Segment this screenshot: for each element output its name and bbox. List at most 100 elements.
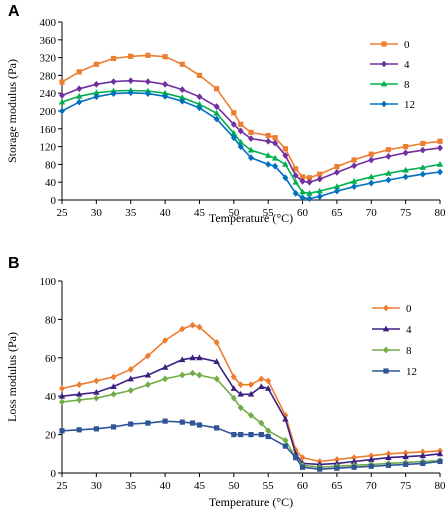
data-point <box>248 432 254 438</box>
y-tick-label: 100 <box>40 276 57 288</box>
data-point <box>196 371 203 379</box>
data-point <box>110 90 117 98</box>
data-point <box>437 168 443 176</box>
legend-marker <box>382 325 390 332</box>
legend-label: 12 <box>406 366 417 378</box>
data-point <box>237 143 244 150</box>
data-point <box>306 178 313 186</box>
x-tick-label: 50 <box>228 480 240 492</box>
data-point <box>272 135 278 141</box>
x-tick-label: 65 <box>331 480 343 492</box>
x-tick-label: 70 <box>366 480 378 492</box>
x-tick-label: 60 <box>297 207 309 219</box>
data-point <box>299 177 306 185</box>
data-point <box>93 426 99 432</box>
data-point <box>351 157 357 163</box>
panel-a: A25 30 35 40 45 50 55 60 65 70 75 80040801201602002… <box>5 3 446 225</box>
data-point <box>161 89 169 96</box>
data-point <box>196 323 203 331</box>
x-tick-label: 25 <box>57 480 69 492</box>
data-point <box>162 418 168 424</box>
data-point <box>368 151 374 157</box>
data-point <box>368 452 375 460</box>
data-point <box>385 462 392 468</box>
data-point <box>282 146 288 152</box>
data-point <box>58 98 66 105</box>
data-point <box>385 169 392 176</box>
data-point <box>144 352 151 360</box>
data-point <box>76 85 83 93</box>
x-tick-label: 45 <box>194 207 206 219</box>
x-tick-label: 55 <box>263 207 275 219</box>
series-12 <box>59 89 443 203</box>
series-0 <box>59 52 443 181</box>
data-point <box>59 428 65 434</box>
data-point <box>385 454 392 461</box>
data-point <box>265 433 271 440</box>
data-point <box>179 86 186 94</box>
data-point <box>306 195 313 203</box>
data-point <box>189 369 196 377</box>
data-point <box>265 137 272 145</box>
series-4 <box>59 77 443 186</box>
data-point <box>144 90 151 98</box>
x-tick-label: 25 <box>57 207 69 219</box>
data-point <box>282 161 289 167</box>
y-tick-label: 400 <box>40 17 57 29</box>
data-point <box>213 109 220 116</box>
data-point <box>196 104 203 112</box>
data-point <box>179 61 185 67</box>
panel-b: B25 30 35 40 45 50 55 60 65 70 75 80020406080100Tem… <box>5 255 446 509</box>
y-tick-label: 320 <box>40 53 57 65</box>
data-point <box>385 450 392 458</box>
y-tick-label: 40 <box>45 391 57 403</box>
x-tick-label: 60 <box>297 480 309 492</box>
data-point <box>272 162 279 170</box>
data-point <box>350 458 358 464</box>
data-point <box>76 69 82 75</box>
data-point <box>316 175 323 183</box>
data-point <box>402 166 409 173</box>
legend-entry: 0 <box>370 39 410 51</box>
data-point <box>179 94 186 101</box>
y-tick-label: 360 <box>40 35 57 47</box>
data-point <box>282 436 289 444</box>
data-point <box>258 419 265 427</box>
legend-label: 12 <box>404 99 415 111</box>
data-point <box>368 179 375 187</box>
data-point <box>299 188 306 195</box>
data-point <box>368 456 375 462</box>
y-tick-label: 60 <box>45 353 57 365</box>
data-point <box>162 54 168 60</box>
data-point <box>231 110 237 116</box>
data-point <box>144 371 152 378</box>
y-tick-label: 280 <box>40 70 57 82</box>
data-point <box>237 138 244 145</box>
legend-entry: 4 <box>370 59 410 71</box>
x-tick-label: 40 <box>160 480 172 492</box>
data-point <box>265 161 272 168</box>
data-point <box>93 388 100 395</box>
data-point <box>230 385 238 391</box>
legend-marker <box>381 60 387 68</box>
data-point <box>351 162 358 170</box>
data-point <box>292 189 299 197</box>
data-point <box>264 385 272 391</box>
data-point <box>127 375 134 382</box>
data-point <box>419 164 427 170</box>
data-point <box>162 375 169 383</box>
data-point <box>128 421 134 427</box>
data-point <box>110 424 117 430</box>
x-tick-label: 50 <box>228 207 240 219</box>
data-point <box>237 390 244 397</box>
x-tick-label: 35 <box>125 207 137 219</box>
data-point <box>196 72 203 78</box>
data-point <box>282 443 288 449</box>
y-tick-label: 160 <box>40 124 57 136</box>
legend-label: 4 <box>404 59 410 71</box>
legend-marker <box>380 80 388 87</box>
data-point <box>59 398 65 406</box>
data-point <box>93 89 100 96</box>
y-tick-label: 240 <box>40 88 57 100</box>
y-tick-label: 120 <box>40 142 57 154</box>
